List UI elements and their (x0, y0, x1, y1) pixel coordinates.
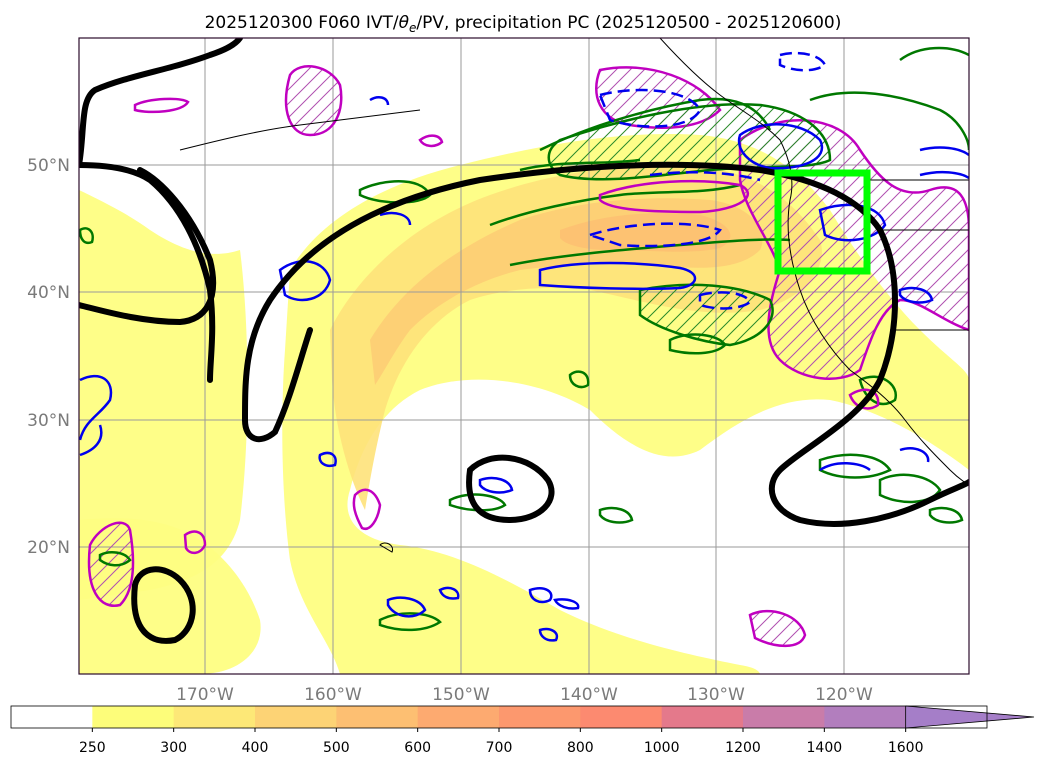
colorbar-level-label: 700 (486, 740, 513, 756)
colorbar-level-label: 1200 (725, 740, 761, 756)
colorbar-level-label: 400 (242, 740, 269, 756)
colorbar-level-label: 600 (404, 740, 431, 756)
colorbar-cell (173, 706, 256, 728)
map-panel: 170°W 160°W 150°W 140°W 130°W 120°W 20°N… (27, 37, 970, 705)
ivt-band-500 (560, 213, 731, 252)
colorbar-cell (499, 706, 581, 728)
figure-title: 2025120300 F060 IVT/θe/PV, precipitation… (205, 13, 842, 35)
lat-label: 50°N (27, 156, 70, 176)
lat-label: 40°N (27, 283, 70, 303)
colorbar-cell (743, 706, 825, 728)
colorbar-cell (417, 706, 500, 728)
jet-closed-low-east (466, 454, 555, 524)
colorbar-cell (661, 706, 744, 728)
jet-closed-low-west (131, 566, 196, 644)
lon-label: 150°W (432, 685, 490, 705)
jet-north-arc (79, 38, 243, 168)
colorbar-level-label: 1600 (888, 740, 924, 756)
colorbar-cell (92, 706, 175, 728)
lon-label: 160°W (304, 685, 362, 705)
colorbar-level-label: 250 (79, 740, 106, 756)
jet-closure (242, 327, 313, 443)
colorbar-extend-arrow (905, 705, 1035, 729)
lat-tick-labels: 20°N 30°N 40°N 50°N (27, 156, 70, 558)
colorbar: 250 300 400 500 600 700 800 1000 1200 1400 1600 (10, 705, 1035, 756)
lat-label: 20°N (27, 538, 70, 558)
lon-label: 140°W (560, 685, 618, 705)
colorbar-level-label: 800 (567, 740, 594, 756)
colorbar-level-label: 1400 (807, 740, 843, 756)
colorbar-level-label: 500 (323, 740, 350, 756)
lon-label: 170°W (176, 685, 234, 705)
colorbar-cell (11, 706, 93, 728)
lon-tick-labels: 170°W 160°W 150°W 140°W 130°W 120°W (176, 685, 873, 705)
jet-big-arc (242, 161, 969, 527)
lon-label: 120°W (815, 685, 873, 705)
precip-pc-contours (133, 97, 880, 555)
highlight-box (774, 169, 871, 275)
pv-contours (79, 51, 969, 642)
colorbar-cell (255, 706, 337, 728)
colorbar-cell (824, 706, 907, 728)
colorbar-cell (580, 706, 663, 728)
colorbar-cell (336, 706, 419, 728)
colorbar-level-label: 300 (160, 740, 187, 756)
lon-label: 130°W (687, 685, 745, 705)
jet-main-arc (79, 162, 217, 383)
jet-contours (79, 38, 969, 644)
lat-label: 30°N (27, 411, 70, 431)
colorbar-level-label: 1000 (644, 740, 680, 756)
map-frame (78, 37, 970, 675)
coastline (179, 38, 969, 553)
